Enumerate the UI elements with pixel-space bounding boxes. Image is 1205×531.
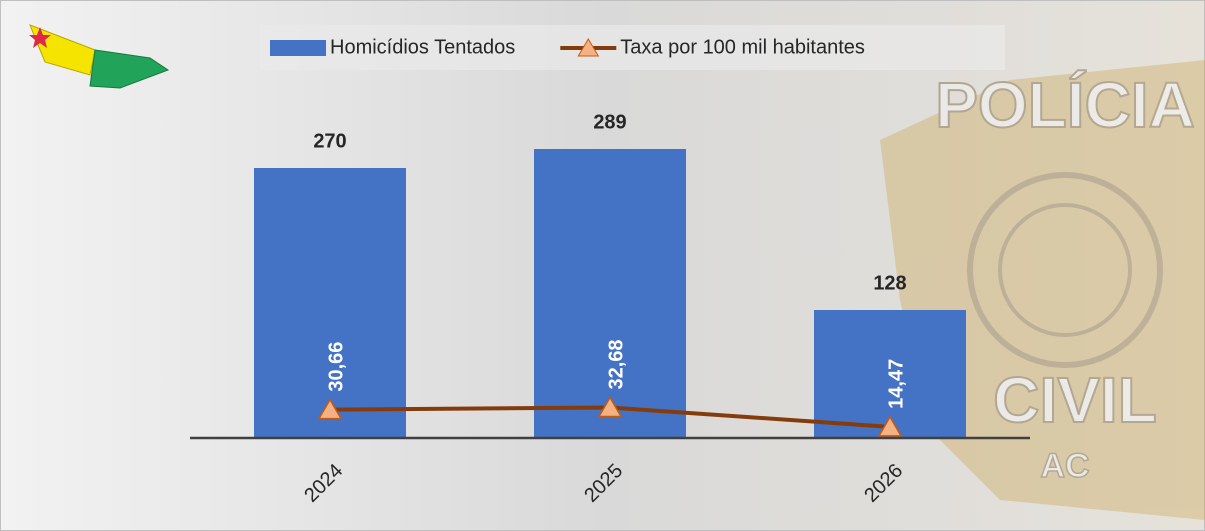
badge-bottom: CIVIL [993,364,1157,436]
map-icon [29,24,170,89]
legend-box [260,25,1005,70]
line-value-label: 32,68 [605,339,627,389]
line-value-label: 14,47 [885,359,907,409]
legend-swatch [270,40,326,56]
badge-state: AC [1040,447,1089,485]
badge-top: POLÍCIA [935,69,1195,141]
line-marker [597,395,623,418]
line-value-label: 30,66 [325,342,347,392]
bar-value-label: 289 [593,111,626,133]
legend-label: Taxa por 100 mil habitantes [620,36,865,58]
line-marker [317,398,343,420]
line-marker [877,415,903,437]
bar [254,168,406,438]
bar-value-label: 270 [313,130,346,152]
legend-label: Homicídios Tentados [330,36,515,58]
bar [534,149,686,438]
bar-value-label: 128 [873,272,906,294]
legend-marker [577,38,600,57]
